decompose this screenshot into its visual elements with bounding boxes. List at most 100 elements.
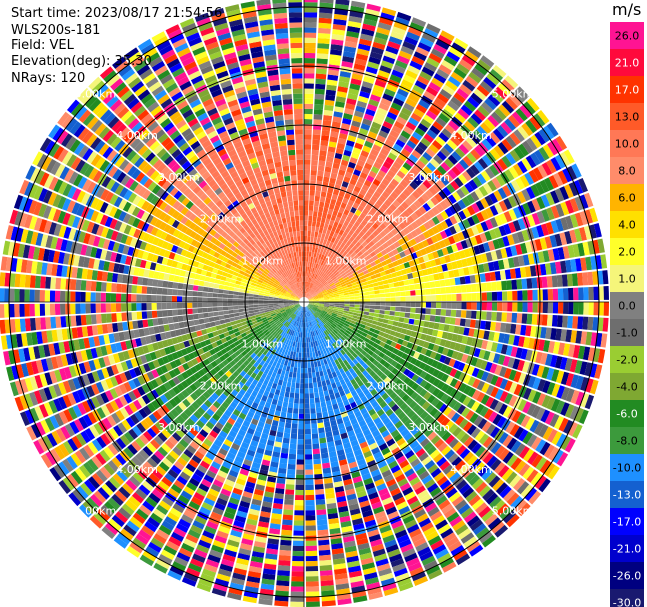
ppi-gate — [318, 391, 325, 398]
ppi-gate — [440, 287, 447, 294]
ppi-gate — [326, 156, 334, 163]
ppi-gate — [312, 139, 320, 146]
ppi-gate — [334, 318, 341, 323]
ppi-gate — [55, 428, 67, 442]
ppi-gate — [345, 281, 352, 286]
ppi-gate — [318, 333, 323, 340]
ppi-gate — [476, 392, 486, 403]
ppi-gate — [349, 257, 356, 264]
ppi-gate — [365, 455, 375, 463]
ppi-gate — [481, 535, 496, 548]
ppi-gate — [335, 227, 341, 234]
ppi-gate — [401, 393, 410, 402]
ppi-gate — [553, 172, 564, 187]
ppi-gate — [305, 464, 313, 470]
ppi-gate — [225, 363, 233, 371]
ppi-gate — [588, 302, 594, 316]
ppi-gate — [197, 369, 206, 377]
ppi-gate — [549, 354, 558, 368]
ppi-gate — [342, 238, 349, 245]
ppi-gate — [381, 323, 388, 329]
ppi-gate — [317, 276, 322, 282]
ppi-gate — [274, 339, 280, 345]
ppi-gate — [406, 388, 415, 397]
ppi-gate — [352, 518, 364, 526]
ppi-gate — [236, 334, 243, 341]
ppi-gate — [411, 149, 422, 159]
ppi-gate — [410, 426, 420, 436]
ppi-gate — [507, 302, 513, 312]
ppi-gate — [583, 287, 589, 301]
ppi-gate — [356, 319, 363, 324]
ppi-gate — [339, 218, 345, 225]
ppi-gate — [434, 337, 442, 346]
ppi-gate — [358, 230, 365, 238]
ppi-gate — [349, 178, 357, 186]
ppi-gate — [294, 393, 300, 399]
ppi-gate — [364, 353, 372, 360]
ppi-gate — [327, 187, 334, 194]
ppi-gate — [209, 348, 216, 356]
ppi-gate — [308, 316, 312, 322]
ppi-gate — [536, 393, 547, 406]
ppi-gate — [341, 383, 348, 390]
ppi-gate — [323, 114, 333, 122]
ppi-gate — [291, 377, 297, 383]
ppi-gate — [309, 326, 312, 332]
ppi-gate — [481, 371, 490, 382]
ppi-gate — [361, 472, 372, 481]
ppi-gate — [377, 69, 390, 79]
ppi-gate — [308, 304, 313, 308]
ppi-gate — [343, 353, 349, 360]
ppi-gate — [384, 310, 390, 315]
ppi-gate — [192, 423, 202, 433]
ppi-gate — [510, 245, 518, 257]
ppi-gate — [417, 420, 427, 430]
ppi-gate — [168, 421, 179, 432]
ppi-gate — [460, 532, 475, 544]
ppi-gate — [258, 377, 265, 384]
ppi-gate — [369, 270, 375, 277]
ppi-gate — [559, 232, 568, 246]
ppi-gate — [64, 423, 76, 437]
ppi-gate — [130, 358, 138, 368]
ppi-gate — [424, 502, 437, 513]
ppi-gate — [316, 317, 322, 322]
ppi-gate — [343, 478, 353, 486]
ppi-gate — [378, 245, 385, 252]
ppi-gate — [314, 484, 324, 490]
ppi-gate — [310, 341, 314, 348]
ppi-gate — [161, 428, 171, 439]
ppi-gate — [356, 280, 362, 285]
ppi-gate — [158, 461, 170, 472]
ppi-gate — [504, 380, 513, 392]
ppi-gate — [427, 394, 436, 404]
ppi-gate — [529, 419, 540, 433]
ppi-gate — [305, 515, 316, 521]
ppi-gate — [369, 298, 376, 302]
ppi-gate — [355, 322, 361, 327]
ppi-gate — [406, 523, 420, 534]
ppi-gate — [337, 351, 343, 358]
ppi-gate — [237, 505, 249, 514]
ppi-gate — [389, 165, 399, 174]
ppi-gate — [306, 251, 309, 257]
ppi-gate — [202, 346, 209, 353]
ppi-gate — [366, 319, 373, 324]
ppi-gate — [328, 362, 333, 369]
ppi-gate — [195, 355, 203, 363]
ppi-gate — [496, 125, 509, 138]
ppi-gate — [295, 304, 300, 308]
ppi-gate — [344, 294, 350, 298]
ppi-gate — [306, 287, 308, 293]
ppi-gate — [246, 319, 252, 324]
ppi-gate — [145, 496, 158, 508]
ppi-gate — [324, 299, 330, 301]
ppi-gate — [244, 432, 253, 440]
ppi-gate — [142, 500, 155, 512]
ppi-gate — [560, 435, 572, 451]
ppi-gate — [323, 306, 329, 309]
ppi-gate — [270, 311, 276, 315]
ppi-gate — [261, 327, 267, 332]
ppi-gate — [146, 442, 157, 453]
